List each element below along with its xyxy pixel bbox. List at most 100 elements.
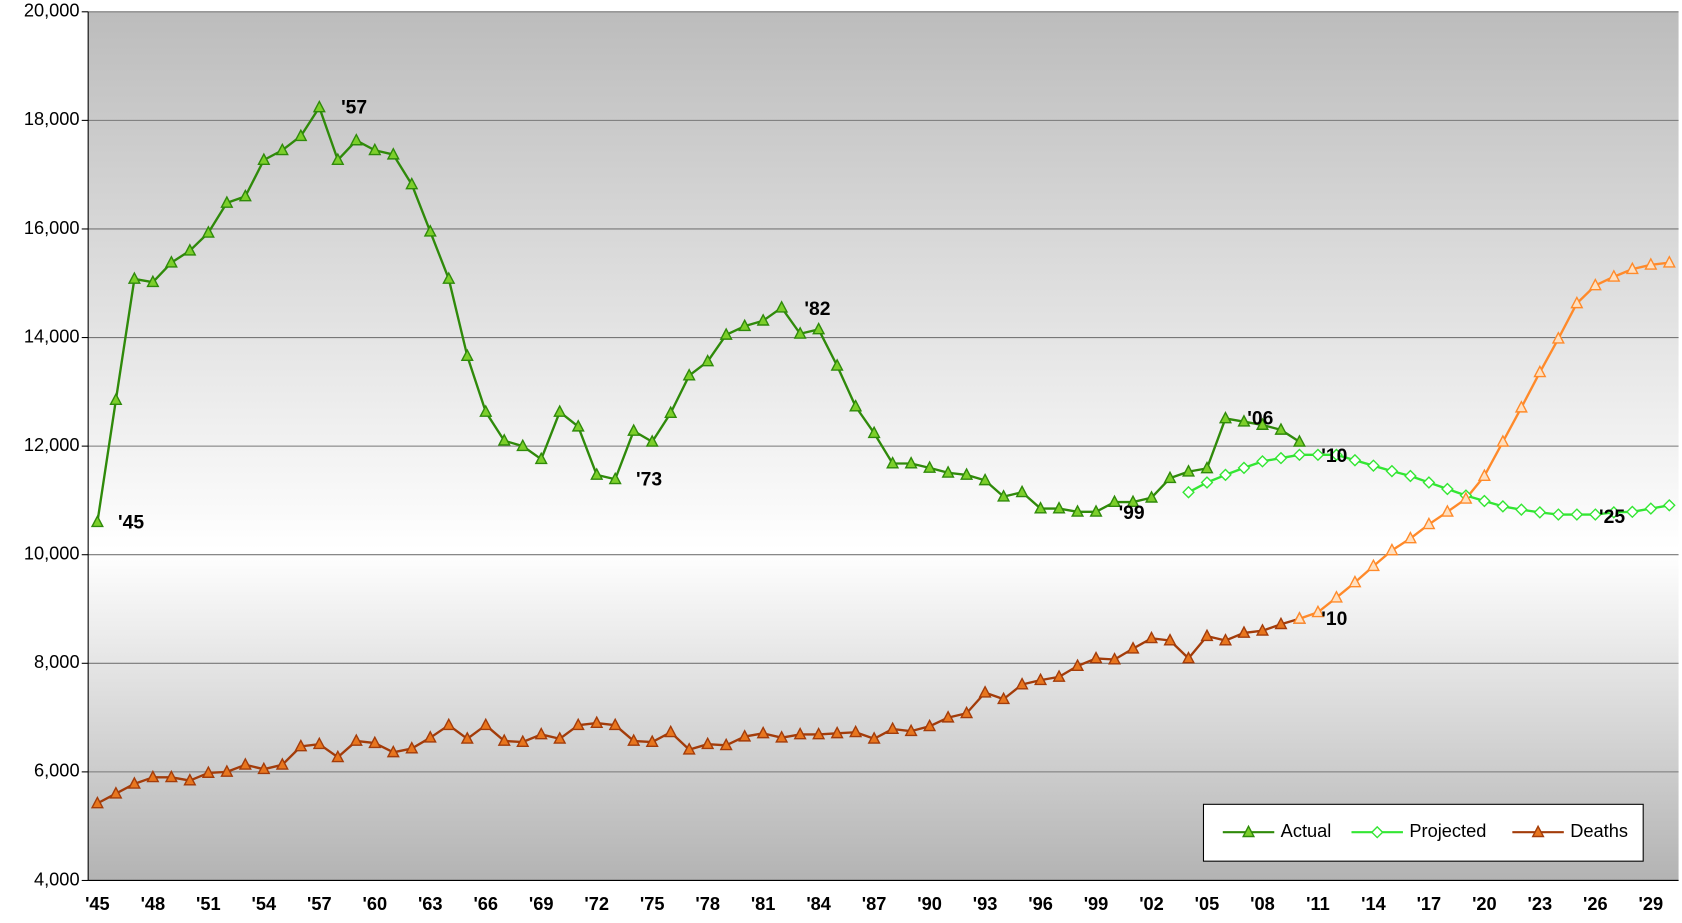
annotation: '25 [1599,507,1625,528]
marker [1533,506,1547,519]
marker [1256,454,1269,468]
marker [1515,503,1528,516]
marker [423,224,437,237]
y-tick-label: 18,000 [24,108,80,129]
marker [405,177,419,190]
marker [534,451,548,465]
marker [738,318,752,332]
marker [1108,494,1122,508]
x-tick-label: '78 [695,893,720,914]
marker [109,392,123,405]
marker [183,773,197,786]
x-tick-label: '63 [418,893,443,914]
marker [1385,542,1399,556]
x-tick-label: '23 [1528,893,1553,914]
marker [941,710,955,723]
marker [645,434,659,447]
marker [904,723,918,737]
marker [738,729,752,742]
x-tick-label: '99 [1084,893,1109,914]
marker [1034,672,1048,686]
x-tick-label: '57 [307,893,332,914]
marker [867,731,881,744]
marker [1570,295,1584,309]
marker [1385,464,1399,478]
y-tick-label: 16,000 [24,217,80,238]
x-tick-label: '05 [1195,893,1220,914]
marker [368,735,382,749]
marker [960,705,974,719]
marker [1477,468,1491,481]
marker [516,438,530,452]
marker [331,152,345,165]
marker [109,786,123,799]
marker [201,225,215,238]
marker [1200,460,1214,474]
marker [386,147,400,160]
y-tick-label: 14,000 [24,325,80,346]
annotation: '10 [1321,446,1347,467]
marker [886,721,900,734]
marker [386,744,400,758]
marker [1089,651,1103,664]
marker [1052,669,1066,682]
x-tick-label: '72 [584,893,609,914]
marker [775,730,789,743]
marker [331,749,345,763]
marker [1255,623,1269,636]
legend-box [1202,803,1644,862]
marker [830,358,844,371]
marker [238,188,252,202]
marker [849,399,863,412]
y-tick-label: 8,000 [34,651,80,672]
x-tick-label: '17 [1417,893,1442,914]
x-tick-label: '90 [917,893,942,914]
marker [442,717,456,731]
marker [442,271,456,284]
marker [1662,498,1676,512]
marker [1034,501,1048,514]
marker [183,243,197,256]
marker [1218,411,1233,424]
marker [1422,516,1436,530]
marker [1366,558,1380,572]
marker [1478,494,1491,508]
marker [1644,502,1658,515]
marker [1126,494,1140,508]
marker [257,152,271,165]
marker [1274,422,1288,435]
marker [997,691,1011,705]
marker [534,727,548,740]
marker [1255,417,1269,430]
marker [886,456,900,469]
marker [349,733,363,746]
annotation: '99 [1119,503,1145,524]
marker [1440,504,1454,517]
marker [1219,468,1232,482]
marker [220,195,234,208]
marker [719,737,733,751]
x-tick-label: '69 [529,893,554,914]
marker [1552,508,1565,521]
marker [1144,490,1159,503]
marker [479,404,493,417]
marker [275,757,289,770]
marker [1403,531,1417,544]
marker [1237,461,1251,475]
marker [201,765,215,778]
marker [1441,482,1454,496]
x-tick-label: '66 [473,893,498,914]
marker [1404,469,1417,483]
x-tick-label: '96 [1028,893,1053,914]
marker [1293,448,1306,462]
marker [238,757,252,770]
legend: Actual Projected Deaths [1202,803,1644,862]
annotation: '73 [636,470,662,491]
x-tick-label: '51 [196,893,221,914]
marker [1292,434,1306,447]
marker [294,128,308,142]
marker [312,99,326,113]
x-tick-label: '93 [973,893,998,914]
marker [997,489,1011,502]
